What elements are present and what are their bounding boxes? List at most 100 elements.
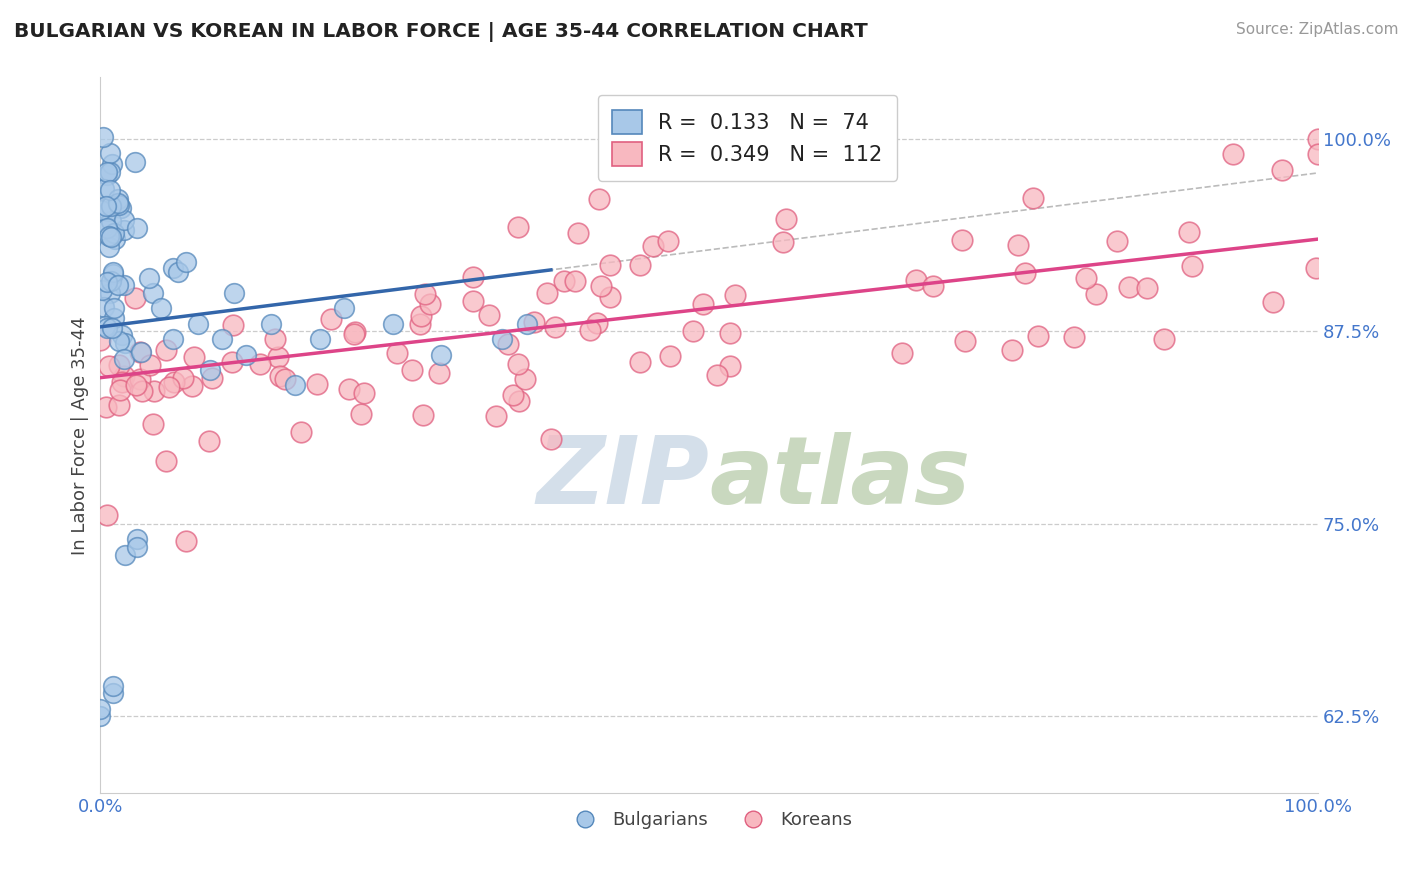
Point: [142, 286, 165, 301]
Point: [198, 363, 221, 377]
Point: [567, 227, 589, 241]
Point: [221, 354, 243, 368]
Point: [586, 316, 609, 330]
Point: [142, 384, 165, 398]
Point: [461, 270, 484, 285]
Point: [427, 366, 450, 380]
Point: [1063, 330, 1085, 344]
Point: [98, 359, 121, 373]
Point: [93, 182, 115, 196]
Point: [235, 347, 257, 361]
Point: [97, 229, 120, 244]
Point: [89, 333, 111, 347]
Y-axis label: In Labor Force | Age 35-44: In Labor Force | Age 35-44: [72, 316, 89, 555]
Point: [385, 346, 408, 360]
Point: [409, 317, 432, 331]
Point: [263, 332, 285, 346]
Point: [89, 709, 111, 723]
Point: [413, 286, 436, 301]
Point: [112, 213, 135, 227]
Point: [100, 145, 122, 160]
Point: [107, 195, 129, 210]
Point: [1007, 237, 1029, 252]
Point: [723, 288, 745, 302]
Point: [162, 375, 184, 389]
Point: [478, 308, 501, 322]
Point: [953, 334, 976, 349]
Point: [564, 274, 586, 288]
Point: [101, 686, 124, 700]
Point: [91, 283, 114, 297]
Point: [107, 277, 129, 292]
Point: [174, 255, 197, 269]
Point: [112, 369, 135, 384]
Point: [1153, 332, 1175, 346]
Point: [657, 235, 679, 249]
Point: [284, 378, 307, 392]
Point: [94, 400, 117, 414]
Point: [97, 203, 120, 218]
Point: [139, 358, 162, 372]
Point: [98, 164, 121, 178]
Point: [100, 199, 122, 213]
Point: [108, 358, 131, 372]
Point: [138, 270, 160, 285]
Point: [110, 201, 132, 215]
Point: [1136, 281, 1159, 295]
Point: [222, 318, 245, 332]
Point: [333, 301, 356, 316]
Point: [100, 286, 122, 301]
Legend: Bulgarians, Koreans: Bulgarians, Koreans: [561, 805, 858, 834]
Point: [103, 226, 125, 240]
Point: [187, 317, 209, 331]
Point: [155, 343, 177, 357]
Text: atlas: atlas: [709, 433, 970, 524]
Point: [91, 130, 114, 145]
Point: [101, 679, 124, 693]
Point: [114, 336, 136, 351]
Point: [308, 332, 330, 346]
Point: [100, 229, 122, 244]
Point: [111, 375, 134, 389]
Point: [93, 300, 115, 314]
Point: [96, 275, 118, 289]
Point: [412, 409, 434, 423]
Point: [129, 345, 152, 359]
Point: [553, 274, 575, 288]
Point: [162, 260, 184, 275]
Point: [353, 385, 375, 400]
Point: [337, 382, 360, 396]
Point: [260, 317, 283, 331]
Point: [591, 278, 613, 293]
Point: [96, 508, 118, 522]
Point: [249, 357, 271, 371]
Point: [267, 350, 290, 364]
Point: [1074, 271, 1097, 285]
Point: [96, 320, 118, 334]
Point: [89, 701, 111, 715]
Point: [128, 372, 150, 386]
Point: [176, 534, 198, 549]
Text: Source: ZipAtlas.com: Source: ZipAtlas.com: [1236, 22, 1399, 37]
Point: [516, 317, 538, 331]
Point: [1014, 266, 1036, 280]
Point: [180, 379, 202, 393]
Point: [94, 319, 117, 334]
Point: [544, 320, 567, 334]
Point: [162, 332, 184, 346]
Point: [706, 368, 728, 383]
Point: [107, 334, 129, 348]
Point: [110, 383, 132, 397]
Point: [127, 221, 149, 235]
Point: [523, 315, 546, 329]
Point: [1305, 261, 1327, 276]
Point: [107, 192, 129, 206]
Point: [307, 376, 329, 391]
Point: [98, 183, 121, 197]
Point: [1021, 191, 1043, 205]
Point: [1026, 329, 1049, 343]
Point: [588, 192, 610, 206]
Point: [718, 359, 741, 373]
Point: [344, 325, 367, 339]
Point: [114, 548, 136, 562]
